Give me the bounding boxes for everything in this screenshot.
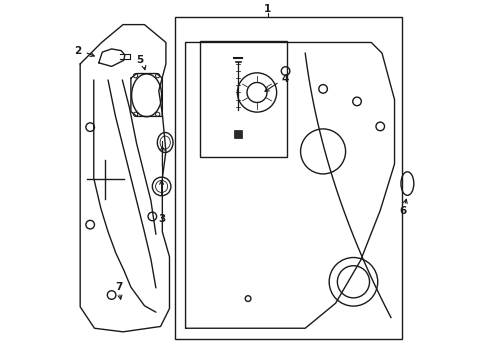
Text: 6: 6 [399, 206, 406, 216]
Text: 4: 4 [281, 74, 288, 84]
Text: 3: 3 [158, 213, 165, 224]
Bar [234, 130, 241, 138]
Text: 5: 5 [136, 55, 143, 65]
Text: 7: 7 [115, 282, 122, 292]
Bar [200, 41, 287, 157]
Text: 1: 1 [264, 4, 271, 14]
Text: 2: 2 [74, 46, 81, 56]
Bar [175, 18, 401, 339]
